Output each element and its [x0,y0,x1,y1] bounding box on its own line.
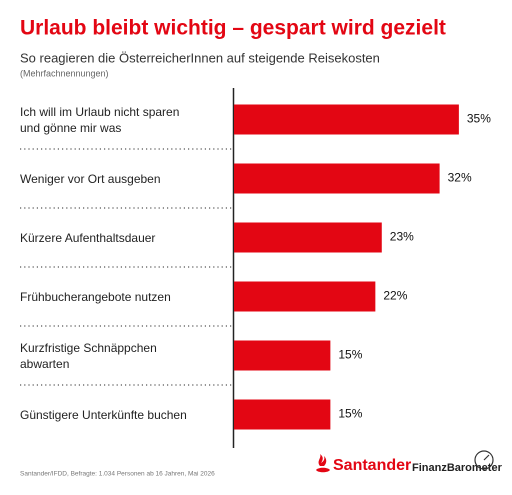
value-label: 32% [448,171,472,185]
product: FinanzBarometer [412,462,503,474]
category-label: Günstigere Unterkünfte buchen [20,407,187,422]
value-label: 22% [383,289,407,303]
bar [234,163,440,194]
chart-subtitle: So reagieren die ÖsterreicherInnen auf s… [20,50,380,65]
brand-flame [316,454,330,473]
brand: Santander [333,457,411,474]
value-label: 35% [467,112,491,126]
bar [234,104,459,135]
bar [234,222,382,253]
value-label: 15% [338,407,362,421]
category-label: Frühbucherangebote nutzen [20,289,171,304]
category-label: Ich will im Urlaub nicht sparen und gönn… [20,104,180,135]
value-label: 23% [390,230,414,244]
bar [234,399,331,430]
category-label: Kurzfristige Schnäppchen abwarten [20,340,157,371]
gauge-icon [474,450,494,470]
category-label: Kürzere Aufenthaltsdauer [20,230,156,245]
source: Santander/IFDD, Befragte: 1.034 Personen… [20,471,215,478]
bar [234,281,376,312]
chart-note: (Mehrfachnennungen) [20,68,109,78]
chart-title: Urlaub bleibt wichtig – gespart wird gez… [20,17,446,40]
category-label: Weniger vor Ort ausgeben [20,171,161,186]
bar [234,340,331,371]
value-label: 15% [338,348,362,362]
